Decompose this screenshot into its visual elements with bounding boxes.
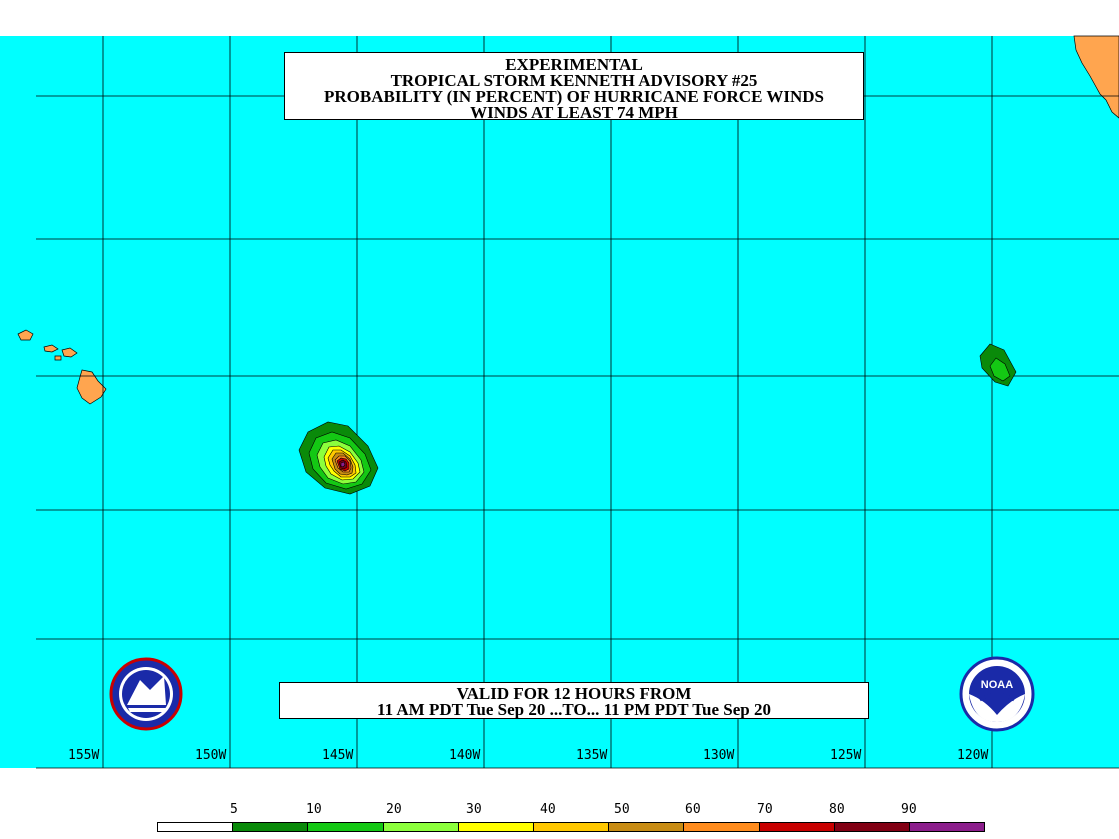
legend-swatch — [609, 823, 685, 831]
legend-label-90: 90 — [901, 802, 917, 817]
legend-swatch — [759, 823, 835, 831]
lon-label-145w: 145W — [322, 748, 354, 763]
lon-label-125w: 125W — [830, 748, 862, 763]
title-line-2: TROPICAL STORM KENNETH ADVISORY #25 — [390, 71, 758, 90]
legend-swatch — [308, 823, 384, 831]
legend-swatch — [684, 823, 760, 831]
legend-swatch — [233, 823, 309, 831]
lon-label-150w: 150W — [195, 748, 227, 763]
hawaii-islands — [17, 329, 107, 405]
legend-swatch — [458, 823, 534, 831]
legend-label-70: 70 — [757, 802, 773, 817]
title-line-4: WINDS AT LEAST 74 MPH — [470, 103, 678, 122]
legend-swatch — [533, 823, 610, 831]
legend-swatch — [834, 823, 910, 831]
noaa-logo-icon: NOAA — [959, 656, 1035, 732]
legend-label-5: 5 — [230, 802, 238, 817]
nws-logo-icon — [109, 657, 183, 731]
valid-line-2: 11 AM PDT Tue Sep 20 ...TO... 11 PM PDT … — [377, 700, 771, 719]
title-line-3: PROBABILITY (IN PERCENT) OF HURRICANE FO… — [324, 87, 824, 106]
storm-probability-contours — [298, 421, 379, 495]
ocean-area — [0, 36, 1119, 768]
lon-label-140w: 140W — [449, 748, 481, 763]
advisory-title-box: EXPERIMENTAL TROPICAL STORM KENNETH ADVI… — [284, 52, 864, 122]
legend-label-10: 10 — [306, 802, 322, 817]
legend-label-50: 50 — [614, 802, 630, 817]
lon-label-120w: 120W — [957, 748, 989, 763]
legend-label-30: 30 — [466, 802, 482, 817]
legend-swatch — [158, 823, 234, 831]
legend-label-40: 40 — [540, 802, 556, 817]
north-america-coast — [1073, 35, 1119, 119]
lon-label-130w: 130W — [703, 748, 735, 763]
valid-line-1: VALID FOR 12 HOURS FROM — [456, 684, 692, 703]
lon-label-135w: 135W — [576, 748, 608, 763]
legend-label-60: 60 — [685, 802, 701, 817]
valid-time-box: VALID FOR 12 HOURS FROM 11 AM PDT Tue Se… — [279, 682, 869, 719]
legend-label-20: 20 — [386, 802, 402, 817]
secondary-probability-contour — [979, 343, 1017, 387]
lon-label-155w: 155W — [68, 748, 100, 763]
title-line-1: EXPERIMENTAL — [505, 55, 643, 74]
legend-swatch — [383, 823, 459, 831]
legend-label-80: 80 — [829, 802, 845, 817]
svg-text:NOAA: NOAA — [981, 679, 1013, 691]
legend-color-bar — [157, 822, 985, 832]
legend-swatch — [909, 823, 985, 831]
